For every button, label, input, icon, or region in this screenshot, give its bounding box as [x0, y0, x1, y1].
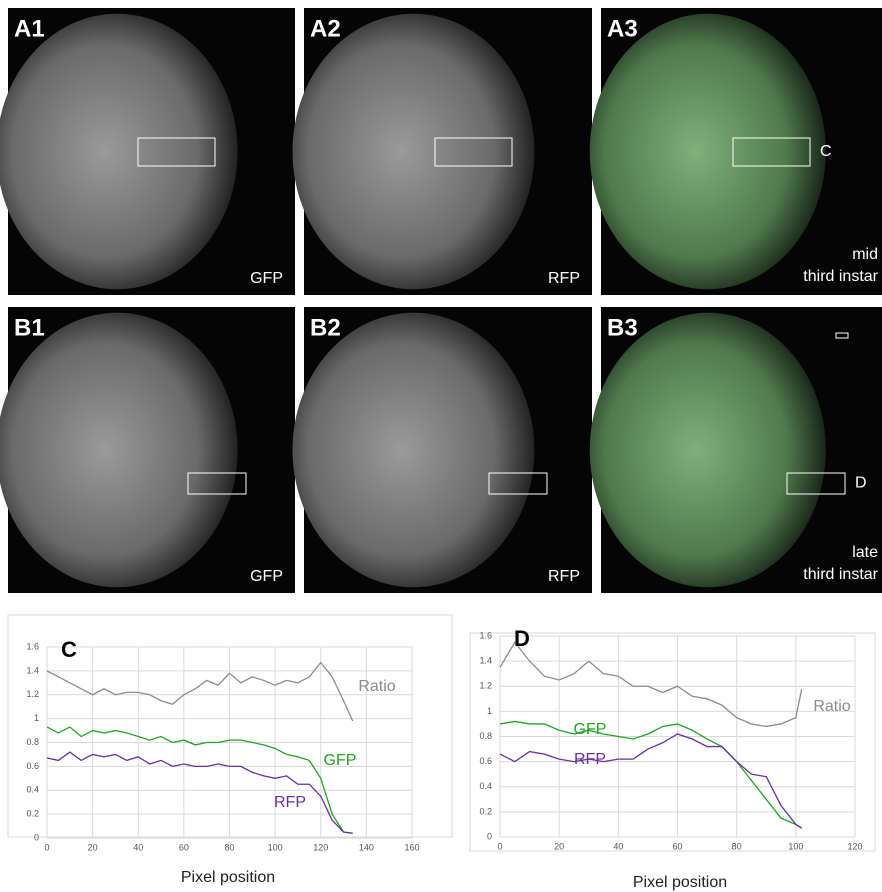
series-label: RFP [274, 794, 306, 811]
panel-label: A2 [310, 15, 341, 42]
y-tick-label: 1.2 [26, 689, 39, 699]
y-tick-label: 1.4 [479, 656, 492, 666]
y-tick-label: 1.2 [479, 681, 492, 691]
tissue [0, 313, 238, 588]
x-tick-label: 20 [88, 842, 98, 852]
y-tick-label: 1.6 [479, 630, 492, 640]
chart-title: C [61, 637, 77, 662]
x-axis-title: Pixel position [633, 874, 727, 891]
series-label: Ratio [813, 698, 850, 715]
roi-marker: D [855, 475, 867, 492]
channel-label: RFP [548, 568, 580, 585]
channel-label: GFP [250, 568, 283, 585]
x-tick-label: 20 [554, 841, 564, 851]
y-tick-label: 0.2 [479, 806, 492, 816]
panel-label: B2 [310, 314, 341, 341]
y-tick-label: 0.2 [26, 809, 39, 819]
chart-frame [470, 633, 875, 851]
x-tick-label: 160 [404, 842, 419, 852]
y-tick-label: 0 [34, 832, 39, 842]
x-tick-label: 40 [133, 842, 143, 852]
channel-label: RFP [548, 270, 580, 287]
roi-marker: C [820, 143, 832, 160]
x-tick-label: 60 [179, 842, 189, 852]
series-label: GFP [574, 721, 607, 738]
x-tick-label: 100 [788, 841, 803, 851]
y-tick-label: 0.8 [479, 731, 492, 741]
tissue [590, 14, 826, 290]
y-tick-label: 0.6 [479, 756, 492, 766]
x-axis-title: Pixel position [181, 869, 275, 886]
y-tick-label: 0.8 [26, 737, 39, 747]
panel-label: B1 [14, 314, 45, 341]
panel-label: A3 [607, 15, 638, 42]
x-tick-label: 0 [44, 842, 49, 852]
series-label: Ratio [358, 678, 395, 695]
y-tick-label: 0.4 [479, 781, 492, 791]
chart-title: D [514, 626, 530, 651]
stage-label: third instar [803, 268, 878, 285]
y-tick-label: 0 [487, 831, 492, 841]
tissue [590, 313, 826, 588]
series-label: GFP [324, 752, 357, 769]
panel-label: A1 [14, 15, 45, 42]
figure: A1 GFP A2 RFP A3 Cmid third instar B1 GFP B2 RFP B3… [0, 0, 882, 892]
series-label: RFP [574, 751, 606, 768]
y-tick-label: 1.4 [26, 665, 39, 675]
stage-label: third instar [803, 566, 878, 583]
x-tick-label: 40 [613, 841, 623, 851]
x-tick-label: 140 [359, 842, 374, 852]
x-tick-label: 120 [313, 842, 328, 852]
x-tick-label: 100 [268, 842, 283, 852]
y-tick-label: 0.4 [26, 785, 39, 795]
x-tick-label: 80 [224, 842, 234, 852]
panel-label: B3 [607, 314, 638, 341]
y-tick-label: 0.6 [26, 761, 39, 771]
y-tick-label: 1 [34, 713, 39, 723]
stage-label: late [852, 544, 878, 561]
channel-label: GFP [250, 270, 283, 287]
x-tick-label: 120 [847, 841, 862, 851]
x-tick-label: 80 [732, 841, 742, 851]
y-tick-label: 1.6 [26, 641, 39, 651]
tissue [0, 14, 238, 290]
x-tick-label: 0 [497, 841, 502, 851]
tissue [292, 14, 534, 290]
tissue [292, 313, 534, 588]
stage-label: mid [852, 246, 878, 263]
y-tick-label: 1 [487, 706, 492, 716]
x-tick-label: 60 [672, 841, 682, 851]
